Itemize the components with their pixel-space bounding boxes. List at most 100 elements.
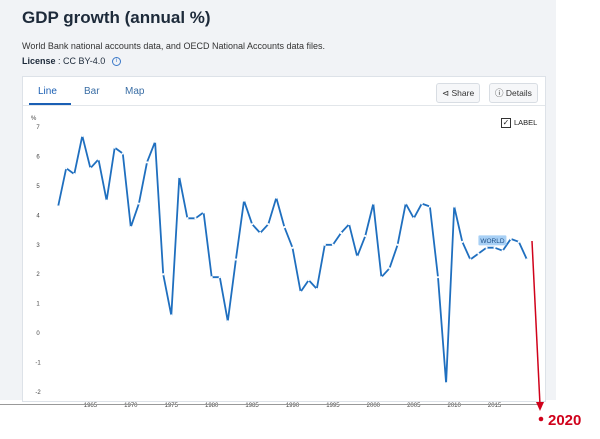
tab-line[interactable]: Line	[38, 86, 57, 97]
x-tick-label: 1970	[124, 403, 138, 409]
annotation-arrowhead	[536, 402, 544, 411]
data-point	[372, 202, 375, 205]
x-tick-label: 2010	[447, 403, 461, 409]
share-label: Share	[451, 88, 475, 98]
x-tick-label: 1965	[84, 403, 98, 409]
y-tick-label: 0	[36, 331, 40, 337]
data-point	[234, 258, 238, 261]
data-point	[307, 279, 310, 282]
data-point	[461, 240, 464, 243]
data-point	[453, 205, 456, 208]
data-point	[412, 217, 415, 220]
data-point	[323, 243, 326, 246]
data-point	[202, 211, 205, 214]
data-point	[380, 276, 383, 279]
data-point	[178, 175, 181, 179]
data-point	[242, 199, 246, 202]
data-point	[339, 231, 343, 235]
details-button[interactable]: ⓘ Details	[489, 83, 538, 103]
chart-card: Line Bar Map ⊲ Share ⓘ Details ✓ LABEL	[22, 76, 546, 402]
data-point	[210, 276, 213, 279]
data-point	[105, 199, 108, 202]
share-button[interactable]: ⊲ Share	[436, 83, 481, 103]
data-point	[89, 167, 92, 170]
y-tick-label: 6	[36, 154, 40, 160]
data-point	[113, 146, 116, 149]
series-label-box	[478, 235, 507, 246]
source-note: World Bank national accounts data, and O…	[22, 41, 326, 51]
tab-bar[interactable]: Bar	[84, 86, 100, 97]
data-point	[81, 134, 84, 137]
data-point	[56, 205, 60, 208]
x-tick-label: 2015	[488, 403, 502, 409]
data-point	[509, 237, 512, 240]
data-point	[145, 161, 149, 164]
data-point	[137, 202, 141, 205]
x-tick-label: 2005	[407, 403, 421, 409]
data-point	[364, 234, 367, 238]
share-icon: ⊲	[442, 88, 450, 98]
data-point	[477, 252, 480, 255]
x-tick-label: 1975	[165, 403, 179, 409]
tab-map[interactable]: Map	[125, 86, 145, 97]
data-point	[275, 196, 278, 199]
data-point	[291, 246, 294, 249]
indicator-panel: GDP growth (annual %) World Bank nationa…	[0, 0, 556, 409]
details-label: Details	[505, 88, 532, 98]
annotation-arrow-line	[531, 240, 541, 406]
active-tab-indicator	[29, 103, 71, 105]
checkbox-icon[interactable]: ✓	[501, 118, 511, 129]
data-point	[485, 246, 488, 249]
info-icon[interactable]: i	[111, 57, 121, 67]
y-tick-label: -1	[35, 361, 41, 367]
data-point	[121, 152, 124, 155]
page-title: GDP growth (annual %)	[22, 8, 211, 27]
data-point	[525, 258, 529, 261]
y-tick-label: 7	[36, 125, 40, 131]
data-point	[259, 231, 262, 235]
y-tick-label: 2	[36, 272, 40, 278]
x-tick-label: 2000	[367, 403, 381, 409]
x-tick-label: 1995	[326, 403, 340, 409]
series-label-world: WORLD	[480, 238, 505, 245]
data-point	[129, 226, 132, 229]
data-point	[493, 246, 496, 249]
data-point	[186, 217, 189, 220]
data-point	[388, 267, 391, 270]
license-label: License	[22, 56, 56, 66]
data-point	[283, 226, 286, 229]
data-point	[97, 158, 100, 161]
x-tick-label: 1990	[286, 403, 300, 409]
data-point	[194, 217, 197, 220]
data-point	[162, 273, 165, 276]
data-point	[218, 276, 221, 279]
x-tick-label: 1985	[245, 403, 259, 409]
page-divider	[0, 404, 540, 405]
info-circle-icon: ⓘ	[495, 88, 504, 98]
y-tick-label: 3	[36, 243, 40, 249]
data-point	[170, 314, 173, 317]
data-point	[436, 276, 440, 279]
y-tick-label: 4	[36, 213, 40, 219]
annotation-year-label: 2020	[548, 412, 581, 429]
data-point	[396, 243, 399, 246]
data-point	[299, 290, 302, 293]
label-toggle[interactable]: ✓ LABEL	[501, 118, 538, 129]
label-toggle-text: LABEL	[514, 118, 538, 127]
data-point	[226, 320, 229, 323]
data-point	[250, 223, 254, 226]
license-value: : CC BY-4.0	[55, 56, 106, 66]
data-point	[469, 258, 472, 261]
data-point	[73, 173, 76, 176]
data-point	[517, 240, 520, 243]
data-point	[501, 249, 504, 252]
y-tick-label: -2	[35, 390, 41, 396]
annotation-dot	[538, 416, 544, 422]
x-tick-label: 1980	[205, 403, 219, 409]
data-point	[331, 243, 335, 246]
data-point	[404, 202, 407, 205]
y-tick-label: 5	[36, 184, 40, 190]
data-point	[420, 202, 423, 205]
data-point	[356, 255, 359, 258]
